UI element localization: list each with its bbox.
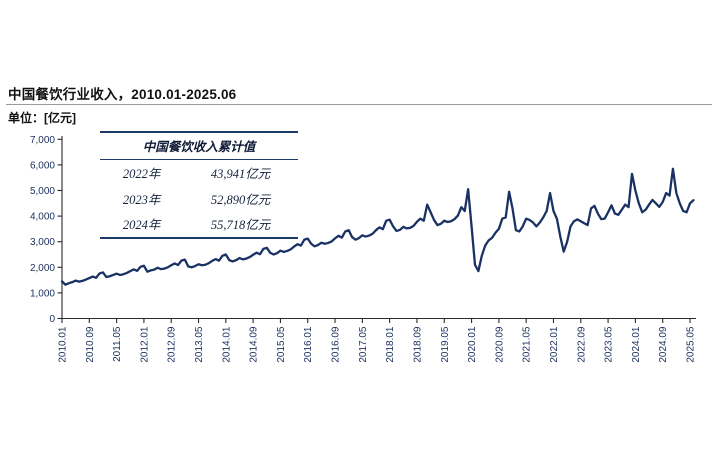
y-tick-label: 6,000 [30, 160, 55, 171]
x-tick-label: 2011.05 [112, 326, 123, 362]
table-row-value: 43,941亿元 [210, 167, 271, 182]
table-row: 2023年 52,890亿元 [100, 186, 298, 212]
revenue-line [60, 167, 695, 286]
y-tick-label: 5,000 [30, 186, 55, 197]
y-axis-ticks: 0 1,000 2,000 3,000 4,000 5,000 6,000 7,000 [30, 135, 62, 325]
x-tick-label: 2010.01 [58, 326, 69, 363]
x-tick-label: 2014.09 [249, 326, 260, 363]
x-tick-label: 2014.01 [221, 326, 232, 363]
x-axis-ticks: 2010.01 2010.09 2011.05 2012.01 2012.09 2013.… [58, 318, 697, 363]
y-tick-label: 2,000 [30, 263, 55, 274]
summary-table-title: 中国餐饮收入累计值 [100, 133, 298, 160]
x-tick-label: 2025.05 [686, 326, 697, 363]
summary-table: 中国餐饮收入累计值 2022年 43,941亿元 2023年 52,890亿元 … [100, 131, 298, 239]
y-tick-label: 4,000 [30, 212, 55, 223]
x-tick-label: 2010.09 [85, 326, 96, 363]
x-tick-label: 2018.09 [412, 326, 423, 363]
table-row-year: 2024年 [122, 218, 161, 233]
x-tick-label: 2016.09 [331, 326, 342, 363]
table-row: 2022年 43,941亿元 [100, 160, 298, 186]
y-tick-label: 3,000 [30, 237, 55, 248]
table-row-year: 2023年 [122, 192, 161, 207]
x-tick-label: 2017.05 [358, 326, 369, 363]
x-tick-label: 2015.05 [276, 326, 287, 363]
x-tick-label: 2023.05 [604, 326, 615, 363]
table-row-value: 52,890亿元 [210, 192, 271, 207]
x-tick-label: 2020.01 [467, 326, 478, 363]
y-tick-label: 0 [49, 314, 55, 325]
page-title: 中国餐饮行业收入，2010.01-2025.06 [8, 87, 237, 102]
x-tick-label: 2022.01 [549, 326, 560, 363]
y-tick-label: 1,000 [30, 288, 55, 299]
x-tick-label: 2024.09 [658, 326, 669, 363]
axes [61, 136, 696, 320]
x-tick-label: 2022.09 [576, 326, 587, 363]
y-tick-label: 7,000 [30, 135, 55, 146]
x-tick-label: 2012.09 [167, 326, 178, 363]
x-tick-label: 2016.01 [303, 326, 314, 363]
x-tick-label: 2019.05 [440, 326, 451, 363]
x-tick-label: 2018.01 [385, 326, 396, 363]
x-tick-label: 2024.01 [631, 326, 642, 363]
table-row-value: 55,718亿元 [210, 218, 271, 233]
title-divider [6, 104, 712, 105]
unit-label: 单位：[亿元] [8, 111, 76, 125]
x-tick-label: 2021.05 [522, 326, 533, 363]
x-tick-label: 2012.01 [139, 326, 150, 363]
table-row-year: 2022年 [122, 167, 161, 182]
table-row: 2024年 55,718亿元 [100, 211, 298, 237]
x-tick-label: 2013.05 [194, 326, 205, 363]
x-tick-label: 2020.09 [494, 326, 505, 363]
